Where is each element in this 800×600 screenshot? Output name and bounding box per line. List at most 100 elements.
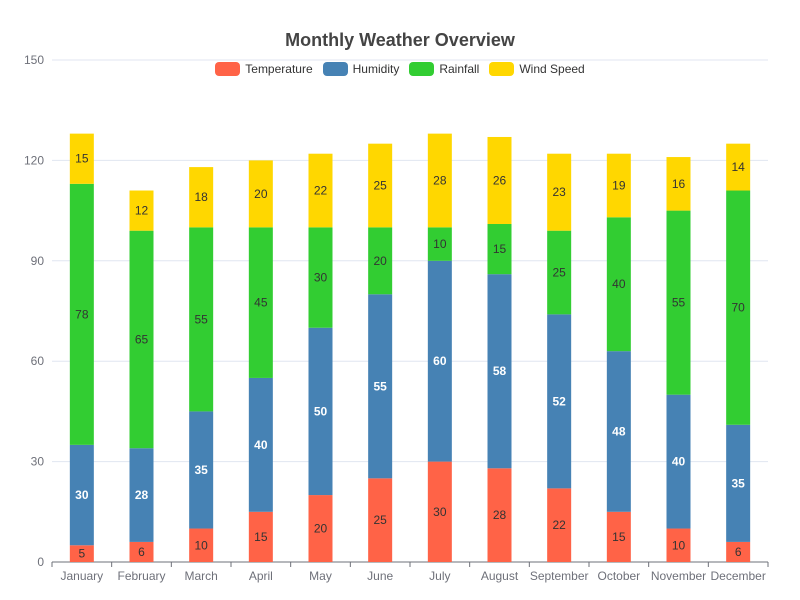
data-label: 20 [254,187,268,201]
data-label: 30 [75,488,89,502]
bar-segment [487,136,512,224]
bar-segment [129,190,154,231]
bar-segment [69,133,94,184]
bar-segment [308,495,333,562]
legend-item[interactable]: Temperature [215,62,313,76]
legend-label: Humidity [352,62,400,76]
data-label: 60 [433,354,447,368]
data-label: 28 [433,173,447,187]
bar-segment [248,160,273,228]
x-tick-label: October [597,569,640,583]
data-label: 50 [314,404,328,418]
data-label: 16 [672,177,686,191]
bar-segment [547,314,572,489]
bar-segment [248,511,273,562]
bar-segment [248,227,273,378]
data-label: 48 [612,424,626,438]
x-tick-label: March [184,569,217,583]
data-label: 20 [314,522,328,536]
bar-segment [726,424,751,542]
data-label: 23 [552,185,566,199]
bar-segment [129,541,154,562]
legend-swatch [215,62,241,76]
legend-item[interactable]: Wind Speed [489,62,585,76]
legend: Temperature Humidity Rainfall Wind Speed [0,62,800,76]
data-label: 22 [314,184,328,198]
data-label: 35 [731,476,745,490]
bar-segment [308,327,333,496]
bar-segment [368,143,393,228]
bar-segment [547,230,572,315]
bar-segment [606,217,631,352]
bar-segment [189,227,214,412]
data-label: 22 [552,518,566,532]
bar-segment [129,448,154,542]
bar-segment [547,488,572,562]
legend-label: Rainfall [439,62,480,76]
data-label: 15 [612,530,626,544]
bar-segment [129,230,154,449]
data-label: 18 [194,190,208,204]
data-label: 14 [731,160,745,174]
x-tick-label: September [530,569,589,583]
data-label: 30 [314,271,328,285]
y-tick-label: 150 [24,53,44,67]
data-label: 40 [672,455,686,469]
legend-item[interactable]: Humidity [322,62,400,76]
bar-segment [666,157,691,211]
y-tick-label: 60 [31,354,45,368]
legend-label: Wind Speed [519,62,585,76]
bar-segment [666,528,691,562]
bar-segment [69,545,94,562]
bar-segment [427,461,452,562]
legend-item[interactable]: Rainfall [409,62,479,76]
bar-segment [666,210,691,395]
bar-segment [427,260,452,462]
bar-segment [487,274,512,469]
bar-segment [606,351,631,512]
bar-segment [189,411,214,529]
x-tick-label: June [367,569,393,583]
bar-segment [606,153,631,218]
x-tick-label: February [117,569,165,583]
data-label: 40 [612,277,626,291]
legend-swatch [409,62,435,76]
bar-segment [487,223,512,275]
bar-segment [368,478,393,562]
data-label: 45 [254,296,268,310]
data-label: 55 [672,296,686,310]
bar-segment [308,153,333,228]
data-label: 15 [254,530,268,544]
data-label: 6 [735,545,742,559]
data-label: 25 [552,266,566,280]
bar-segment [69,444,94,546]
data-label: 55 [194,312,208,326]
bar-segment [189,528,214,562]
data-label: 40 [254,438,268,452]
bar-segment [427,227,452,261]
data-label: 65 [135,332,149,346]
data-label: 58 [493,364,507,378]
data-label: 55 [373,379,387,393]
legend-swatch [322,62,348,76]
bar-segment [427,133,452,228]
data-label: 28 [135,488,149,502]
data-label: 5 [78,547,85,561]
data-label: 52 [552,394,566,408]
data-label: 25 [373,513,387,527]
bar-segment [606,511,631,562]
x-tick-label: April [249,569,273,583]
data-label: 78 [75,307,89,321]
data-label: 12 [135,204,149,218]
y-tick-label: 30 [31,455,45,469]
bar-segment [726,541,751,562]
data-label: 35 [194,463,208,477]
bar-segment [248,377,273,512]
bar-segment [547,153,572,231]
bar-segment [189,167,214,228]
data-label: 30 [433,505,447,519]
x-tick-label: July [429,569,450,583]
bar-segment [308,227,333,328]
